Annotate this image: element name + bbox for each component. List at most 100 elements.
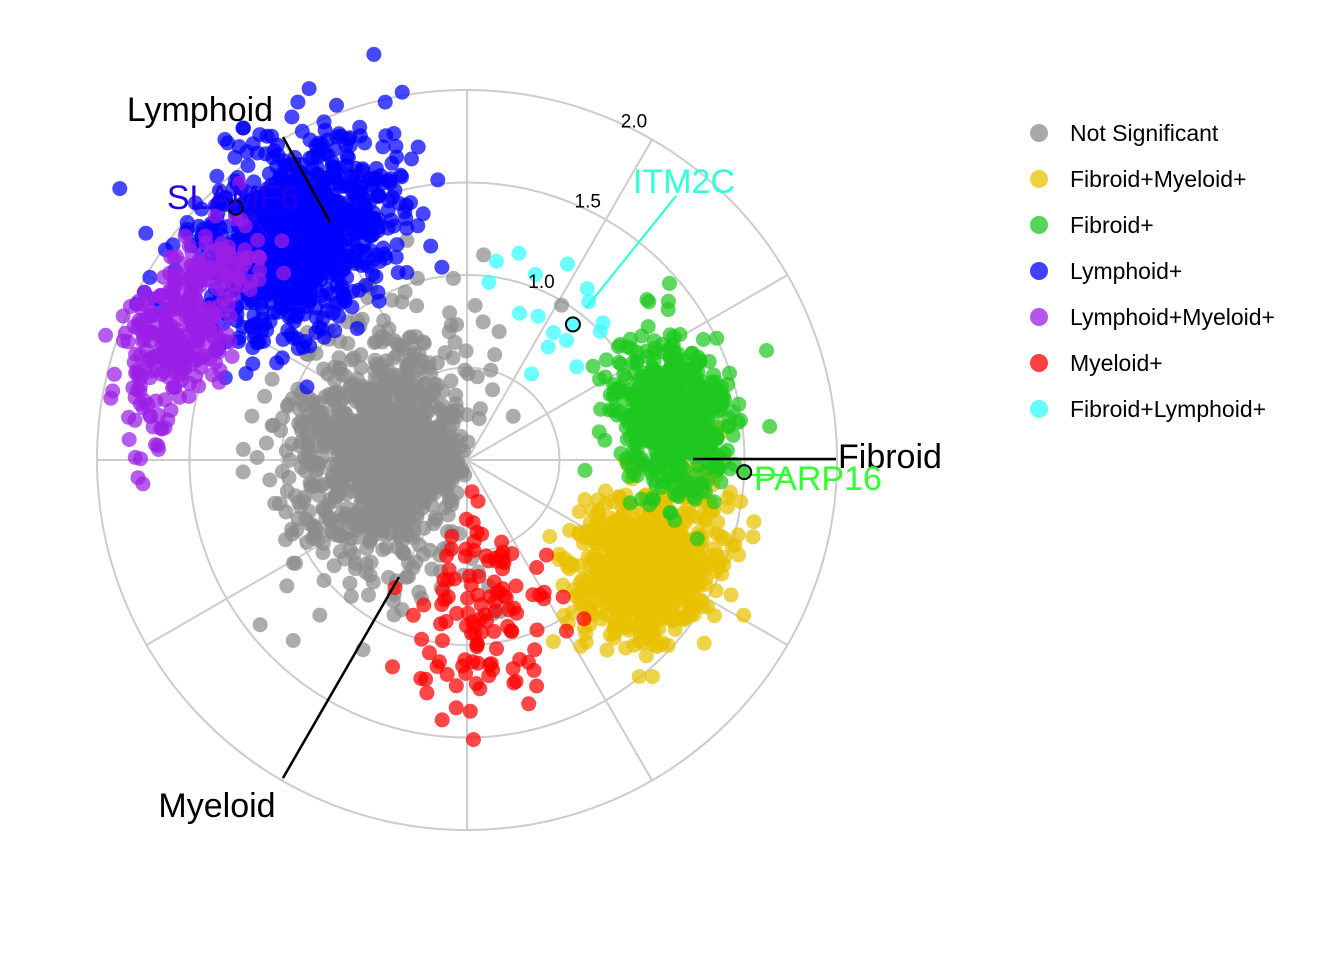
data-point (660, 293, 676, 309)
data-point (540, 339, 556, 355)
data-point (301, 81, 317, 97)
data-point (693, 416, 709, 432)
data-point (337, 455, 353, 471)
data-point (629, 344, 645, 360)
data-point (721, 418, 737, 434)
data-point (706, 608, 722, 624)
data-point (469, 637, 485, 653)
data-point (308, 249, 324, 265)
data-point (262, 472, 278, 488)
data-point (211, 183, 227, 198)
legend-label: Not Significant (1070, 119, 1219, 146)
data-point (389, 237, 405, 253)
axis-label-fibroid: Fibroid (838, 438, 942, 476)
data-point (435, 409, 451, 425)
data-point (242, 282, 258, 298)
data-point (684, 381, 700, 397)
data-point (715, 395, 731, 411)
data-point (267, 495, 283, 511)
data-point (616, 367, 632, 383)
data-point (290, 306, 306, 322)
axis-line (281, 576, 401, 779)
data-point (263, 212, 279, 228)
data-point (329, 97, 344, 113)
data-point (591, 424, 607, 440)
data-point (500, 618, 516, 634)
axis-label-myeloid: Myeloid (158, 787, 275, 825)
data-point (493, 548, 509, 563)
data-point (289, 522, 304, 538)
data-point (625, 563, 641, 579)
data-point (472, 401, 488, 417)
data-point (641, 294, 657, 310)
data-point (115, 308, 131, 324)
data-point (489, 253, 504, 269)
data-point (356, 400, 371, 416)
data-point (212, 219, 228, 235)
data-point (473, 597, 489, 613)
data-point (511, 305, 527, 321)
data-point (467, 298, 483, 313)
data-point (254, 197, 270, 213)
data-point (449, 402, 465, 418)
data-point (177, 360, 193, 376)
data-point (670, 489, 686, 505)
data-point (584, 552, 600, 568)
data-point (448, 678, 464, 694)
data-point (611, 617, 627, 633)
data-point (390, 346, 406, 362)
data-point (437, 345, 453, 361)
data-point (442, 305, 458, 321)
data-point (733, 494, 749, 510)
data-point (394, 84, 410, 100)
data-point (654, 480, 669, 495)
data-point (409, 298, 425, 314)
data-point (631, 428, 647, 444)
data-point (555, 577, 571, 593)
data-point (329, 519, 345, 534)
data-point (377, 94, 393, 110)
data-point (476, 247, 492, 263)
data-point (290, 94, 306, 110)
data-point (130, 294, 146, 310)
legend-swatch (1030, 262, 1048, 280)
legend-item: Lymphoid+ (1020, 248, 1275, 294)
data-point (529, 678, 545, 694)
data-point (611, 489, 627, 504)
data-point (307, 528, 322, 544)
data-point (561, 561, 577, 577)
data-point (438, 481, 453, 497)
data-point (131, 313, 147, 328)
data-point (240, 158, 256, 174)
data-point (252, 262, 268, 278)
data-point (256, 333, 271, 349)
data-point (340, 421, 356, 437)
data-point (384, 189, 400, 205)
data-point (316, 114, 332, 130)
data-point (660, 573, 676, 589)
data-point (577, 462, 593, 478)
data-point (376, 313, 392, 328)
data-point (708, 583, 724, 599)
data-point (276, 265, 292, 281)
data-point (457, 548, 473, 564)
data-point (508, 578, 524, 594)
data-point (384, 292, 400, 308)
data-point (578, 634, 594, 650)
data-point (762, 419, 778, 434)
data-point (316, 573, 332, 588)
data-point (459, 618, 474, 634)
data-point (677, 610, 693, 626)
data-point (230, 270, 246, 286)
legend-item: Fibroid+ (1020, 202, 1275, 248)
data-point (667, 407, 683, 423)
legend-swatch (1030, 216, 1048, 234)
data-point (555, 589, 571, 605)
data-point (148, 362, 164, 377)
data-point (656, 554, 672, 570)
data-point (429, 659, 445, 674)
data-point (285, 633, 301, 648)
data-point (390, 265, 406, 281)
data-point (422, 388, 438, 403)
data-point (546, 325, 561, 341)
